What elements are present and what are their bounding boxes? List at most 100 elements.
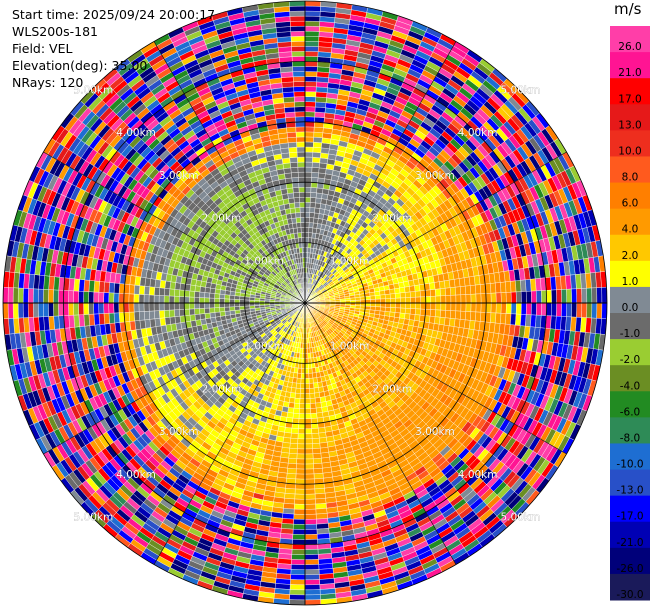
- range-gate: [384, 307, 391, 313]
- range-gate: [405, 297, 411, 304]
- range-gate: [409, 291, 416, 298]
- range-gate: [465, 302, 472, 312]
- range-gate: [454, 310, 462, 320]
- range-gate: [297, 433, 306, 440]
- range-gate: [291, 559, 306, 565]
- range-gate: [304, 534, 318, 540]
- range-gate: [287, 457, 298, 465]
- range-gate: [304, 31, 320, 37]
- range-gate: [310, 192, 317, 199]
- range-gate: [359, 296, 366, 301]
- range-gate: [312, 447, 321, 454]
- range-gate: [289, 589, 306, 596]
- range-gate: [304, 56, 319, 62]
- range-gate: [444, 287, 451, 296]
- range-gate: [500, 292, 507, 304]
- range-gate: [414, 284, 421, 292]
- range-gate: [475, 302, 482, 313]
- range-gate: [314, 111, 326, 118]
- range-gate: [459, 285, 467, 296]
- range-gate: [601, 302, 608, 319]
- range-gate: [304, 403, 311, 409]
- range-gate: [455, 302, 462, 312]
- range-gate: [389, 307, 396, 313]
- range-gate: [304, 111, 316, 118]
- range-gate: [300, 383, 306, 389]
- range-gate: [304, 187, 312, 193]
- range-gate: [591, 302, 598, 319]
- range-gate: [315, 192, 323, 199]
- range-gate: [315, 503, 327, 510]
- range-gate: [294, 397, 301, 404]
- range-gate: [520, 291, 527, 304]
- range-gate: [304, 116, 315, 123]
- range-gate: [505, 313, 512, 325]
- range-gate: [315, 498, 327, 505]
- range-gate: [354, 297, 361, 301]
- range-gate: [304, 559, 319, 565]
- range-gate: [304, 131, 315, 138]
- range-gate: [291, 427, 299, 434]
- range-gate: [304, 182, 312, 188]
- range-gate: [301, 358, 306, 364]
- range-gate: [464, 285, 472, 295]
- range-gate: [525, 302, 532, 316]
- range-gate: [505, 281, 512, 293]
- range-gate: [404, 291, 411, 298]
- range-gate: [313, 473, 324, 480]
- range-gate: [465, 294, 472, 304]
- range-gate: [304, 66, 318, 72]
- range-gate: [394, 287, 401, 294]
- range-gate: [304, 418, 312, 424]
- range-gate: [495, 302, 502, 314]
- range-gate: [576, 288, 583, 304]
- range-gate: [365, 302, 371, 307]
- range-gate: [304, 413, 312, 419]
- range-gate: [312, 372, 318, 379]
- range-gate: [581, 302, 588, 318]
- range-gate: [435, 302, 442, 311]
- range-gate: [429, 289, 436, 297]
- range-gate: [510, 313, 517, 326]
- range-gate: [310, 182, 318, 189]
- range-gate: [300, 388, 306, 394]
- range-gate: [404, 308, 411, 315]
- range-gate: [304, 363, 309, 369]
- range-gate: [520, 302, 527, 315]
- range-gate: [531, 290, 537, 304]
- range-gate: [307, 357, 312, 364]
- range-gate: [292, 539, 306, 545]
- range-gate: [290, 579, 306, 586]
- range-gate: [430, 302, 437, 311]
- range-gate: [313, 382, 319, 389]
- range-gate: [399, 292, 406, 299]
- range-gate: [309, 202, 316, 209]
- range-gate: [500, 313, 507, 325]
- range-gate: [307, 347, 311, 354]
- range-gate: [292, 412, 300, 419]
- range-gate: [470, 293, 477, 304]
- range-gate: [312, 452, 322, 460]
- range-gate: [525, 290, 532, 304]
- range-gate: [310, 197, 317, 204]
- range-gate: [304, 574, 320, 581]
- range-gate: [304, 96, 316, 103]
- range-gate: [297, 443, 306, 450]
- range-gate: [288, 402, 295, 409]
- range-gate: [304, 232, 309, 238]
- range-gate: [283, 503, 295, 510]
- range-gate: [315, 197, 322, 204]
- range-gate: [561, 289, 567, 304]
- range-gate: [374, 294, 381, 300]
- range-gate: [389, 288, 396, 295]
- range-gate: [308, 222, 314, 229]
- range-gate: [304, 176, 312, 183]
- range-gate: [394, 292, 401, 299]
- range-gate: [404, 286, 411, 293]
- range-gate: [294, 392, 301, 399]
- range-gate: [314, 488, 326, 495]
- range-gate: [475, 311, 482, 322]
- range-gate: [307, 362, 313, 369]
- range-gate: [369, 291, 376, 297]
